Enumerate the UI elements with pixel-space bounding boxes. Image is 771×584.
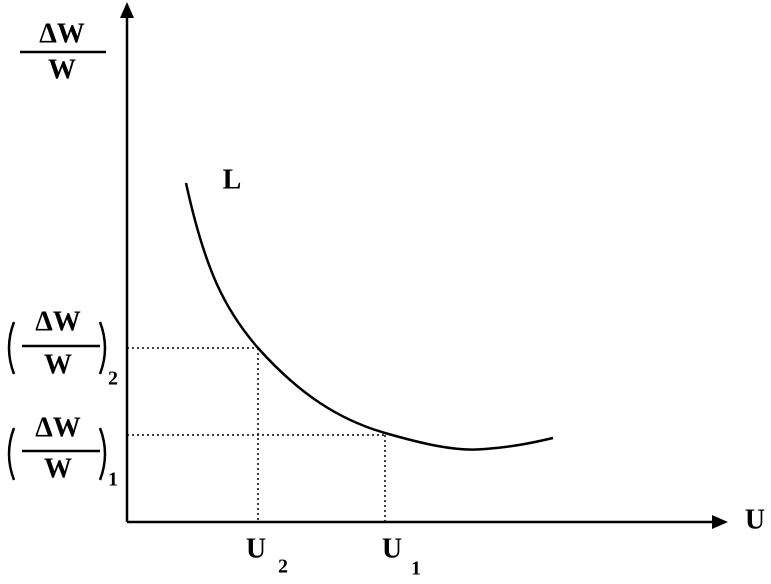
x-mark-sub: 2: [278, 556, 288, 578]
curve-label: L: [223, 164, 242, 195]
y-mark-numerator: ΔW: [35, 306, 81, 337]
x-axis-label: U: [745, 504, 765, 535]
y-mark-denominator: W: [44, 349, 72, 380]
x-mark: U: [382, 533, 402, 564]
paren: [98, 427, 107, 481]
x-mark: U: [246, 533, 266, 564]
x-mark-sub: 1: [411, 558, 421, 580]
y-mark-numerator: ΔW: [35, 412, 81, 443]
x-axis-arrow: [712, 515, 728, 529]
y-mark-sub: 1: [108, 469, 118, 491]
y-mark-sub: 2: [108, 368, 118, 390]
paren: [7, 321, 16, 375]
paren: [98, 321, 107, 375]
y-axis-numerator: ΔW: [39, 18, 85, 49]
y-mark-denominator: W: [44, 453, 72, 484]
curve: [184, 182, 554, 451]
y-axis-arrow: [120, 2, 134, 18]
paren: [7, 427, 16, 481]
y-axis-denominator: W: [48, 54, 76, 85]
